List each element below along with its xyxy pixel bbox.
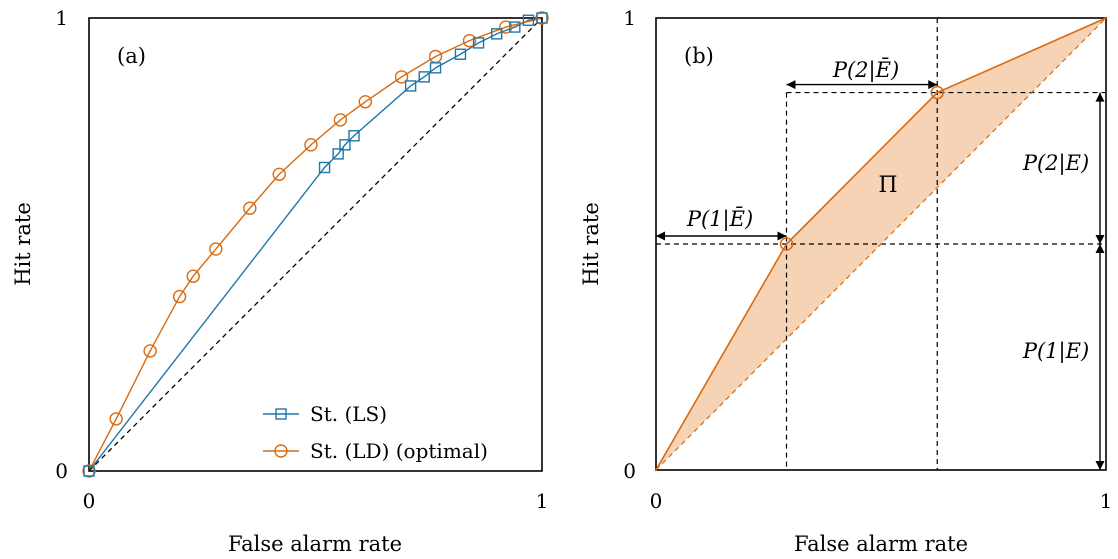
ls-point (491, 28, 503, 40)
ld-point (333, 113, 348, 127)
arrow-p2-e (1095, 92, 1105, 244)
panel-a-ytick-0: 0 (55, 459, 68, 483)
ld-point (499, 20, 513, 34)
arrow-p2-ebar (786, 80, 938, 90)
arrow-p1-ebar (656, 231, 787, 241)
ld-point (82, 464, 96, 478)
legend-ls-marker (275, 408, 287, 420)
arrow-p1-e (1095, 244, 1105, 470)
region-label-pi: Π (878, 173, 897, 198)
ld-point (243, 201, 257, 215)
arrow-p1-e-head (1095, 244, 1105, 253)
ls-point (83, 465, 95, 477)
arrow-p2-ebar-head (786, 80, 796, 90)
arrow-p2-ebar-head (928, 80, 938, 90)
panel-b-xlabel: False alarm rate (794, 532, 968, 556)
ls-point (418, 71, 430, 83)
ls-point (472, 37, 485, 49)
panel-b-ylabel: Hit rate (579, 202, 603, 286)
diagonal-reference-line (655, 17, 1107, 471)
panel-a-ylabel: Hit rate (11, 202, 35, 286)
panel-a-xlabel: False alarm rate (228, 532, 402, 556)
panel-a-xtick-1: 1 (536, 489, 549, 513)
ld-point (535, 11, 549, 25)
panel-a-ytick-1: 1 (55, 6, 68, 30)
roc-point (930, 85, 944, 100)
diagonal-reference-line (89, 18, 542, 471)
ld-point (272, 167, 286, 181)
panel-a-frame (88, 17, 543, 472)
ld-point (143, 344, 157, 358)
arrow-p1-ebar-head (656, 231, 665, 241)
annot-p2-e: P(2|E) (1022, 151, 1089, 176)
arrow-p2-e-head (1095, 92, 1105, 102)
panel-b-xtick-0: 0 (650, 489, 663, 513)
legend-ls-label: St. (LS) (310, 402, 387, 426)
ls-point (509, 21, 521, 33)
ls-point (429, 62, 442, 74)
arrow-p1-ebar-head (777, 231, 787, 241)
ld-point (394, 70, 409, 84)
arrow-p1-e-head (1095, 461, 1105, 470)
panel-b-plot-area (655, 17, 1107, 471)
ls-point (332, 148, 344, 160)
annot-p1-e: P(1|E) (1022, 339, 1089, 364)
annot-p1-ebar: P(1|Ē) (686, 207, 753, 232)
panel-a: (a) 0 1 0 1 False alarm rate Hit rate St… (11, 6, 549, 556)
ls-point (339, 139, 351, 151)
panel-b-xtick-1: 1 (1100, 489, 1113, 513)
annot-p2-ebar: P(2|Ē) (832, 58, 899, 83)
series-line-ld (89, 18, 542, 471)
panel-b: (b) 0 1 0 1 False alarm rate Hit rate Π … (579, 6, 1112, 556)
ls-point (536, 12, 548, 24)
panel-b-markers (779, 85, 944, 251)
ld-point (209, 242, 223, 256)
arrow-p2-e-head (1095, 235, 1105, 244)
roc-point (779, 237, 794, 251)
legend-ld-marker (274, 444, 288, 458)
ld-point (358, 95, 373, 109)
ls-point (454, 48, 467, 60)
legend-ld-label: St. (LD) (optimal) (310, 439, 488, 463)
legend: St. (LS) St. (LD) (optimal) (263, 402, 488, 463)
panel-a-label: (a) (117, 44, 146, 68)
panel-b-ytick-0: 0 (623, 459, 636, 483)
ls-point (522, 14, 535, 26)
ld-point (172, 289, 187, 304)
ld-point (186, 269, 200, 283)
ld-point (109, 412, 123, 426)
ls-point (318, 161, 331, 174)
ld-point (304, 138, 318, 152)
panel-a-xtick-0: 0 (83, 489, 96, 513)
ls-point (348, 130, 360, 142)
ls-point (404, 80, 417, 92)
panel-b-ytick-1: 1 (623, 6, 636, 30)
panel-a-markers (82, 11, 549, 478)
panel-b-label: (b) (684, 44, 714, 68)
roc-curve-line (655, 17, 1107, 471)
ld-point (462, 33, 477, 48)
